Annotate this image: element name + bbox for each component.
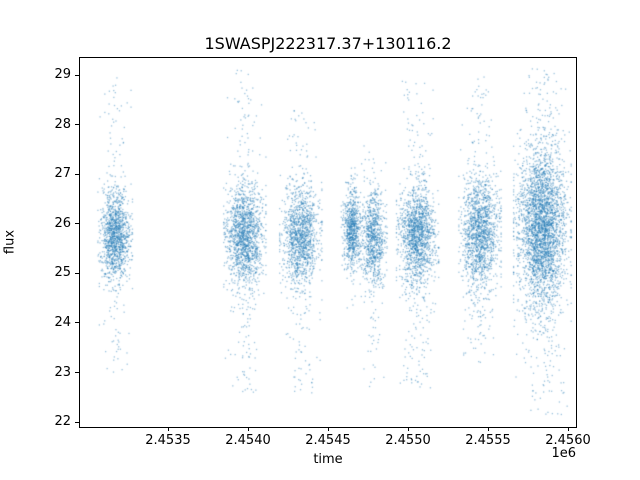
y-tick-mark <box>75 124 79 126</box>
x-tick-label: 2.4550 <box>385 433 431 448</box>
x-tick-mark <box>247 427 249 431</box>
x-axis-label: time <box>313 452 343 467</box>
y-tick-label: 29 <box>54 67 71 83</box>
x-tick-label: 2.4560 <box>545 433 591 448</box>
x-axis-offset-label: 1e6 <box>551 446 576 461</box>
plot-area <box>79 57 577 428</box>
x-tick-label: 2.4545 <box>305 433 351 448</box>
x-tick-mark <box>487 427 489 431</box>
x-tick-label: 2.4540 <box>225 433 271 448</box>
chart-title: 1SWASPJ222317.37+130116.2 <box>204 34 452 53</box>
y-tick-mark <box>75 74 79 76</box>
x-tick-label: 2.4535 <box>145 433 191 448</box>
y-tick-mark <box>75 372 79 374</box>
y-tick-mark <box>75 223 79 225</box>
scatter-canvas <box>80 58 576 427</box>
y-tick-label: 24 <box>54 314 71 330</box>
y-tick-mark <box>75 272 79 274</box>
y-tick-label: 23 <box>54 364 71 380</box>
x-tick-mark <box>167 427 169 431</box>
y-tick-mark <box>75 421 79 423</box>
y-tick-mark <box>75 322 79 324</box>
x-tick-mark <box>327 427 329 431</box>
x-tick-mark <box>407 427 409 431</box>
y-tick-label: 26 <box>54 215 71 231</box>
y-tick-label: 25 <box>54 265 71 281</box>
x-tick-label: 2.4555 <box>465 433 511 448</box>
x-tick-mark <box>567 427 569 431</box>
y-axis-label: flux <box>2 229 18 255</box>
y-tick-label: 28 <box>54 116 71 132</box>
y-tick-mark <box>75 173 79 175</box>
y-tick-label: 22 <box>54 414 71 430</box>
y-tick-label: 27 <box>54 166 71 182</box>
